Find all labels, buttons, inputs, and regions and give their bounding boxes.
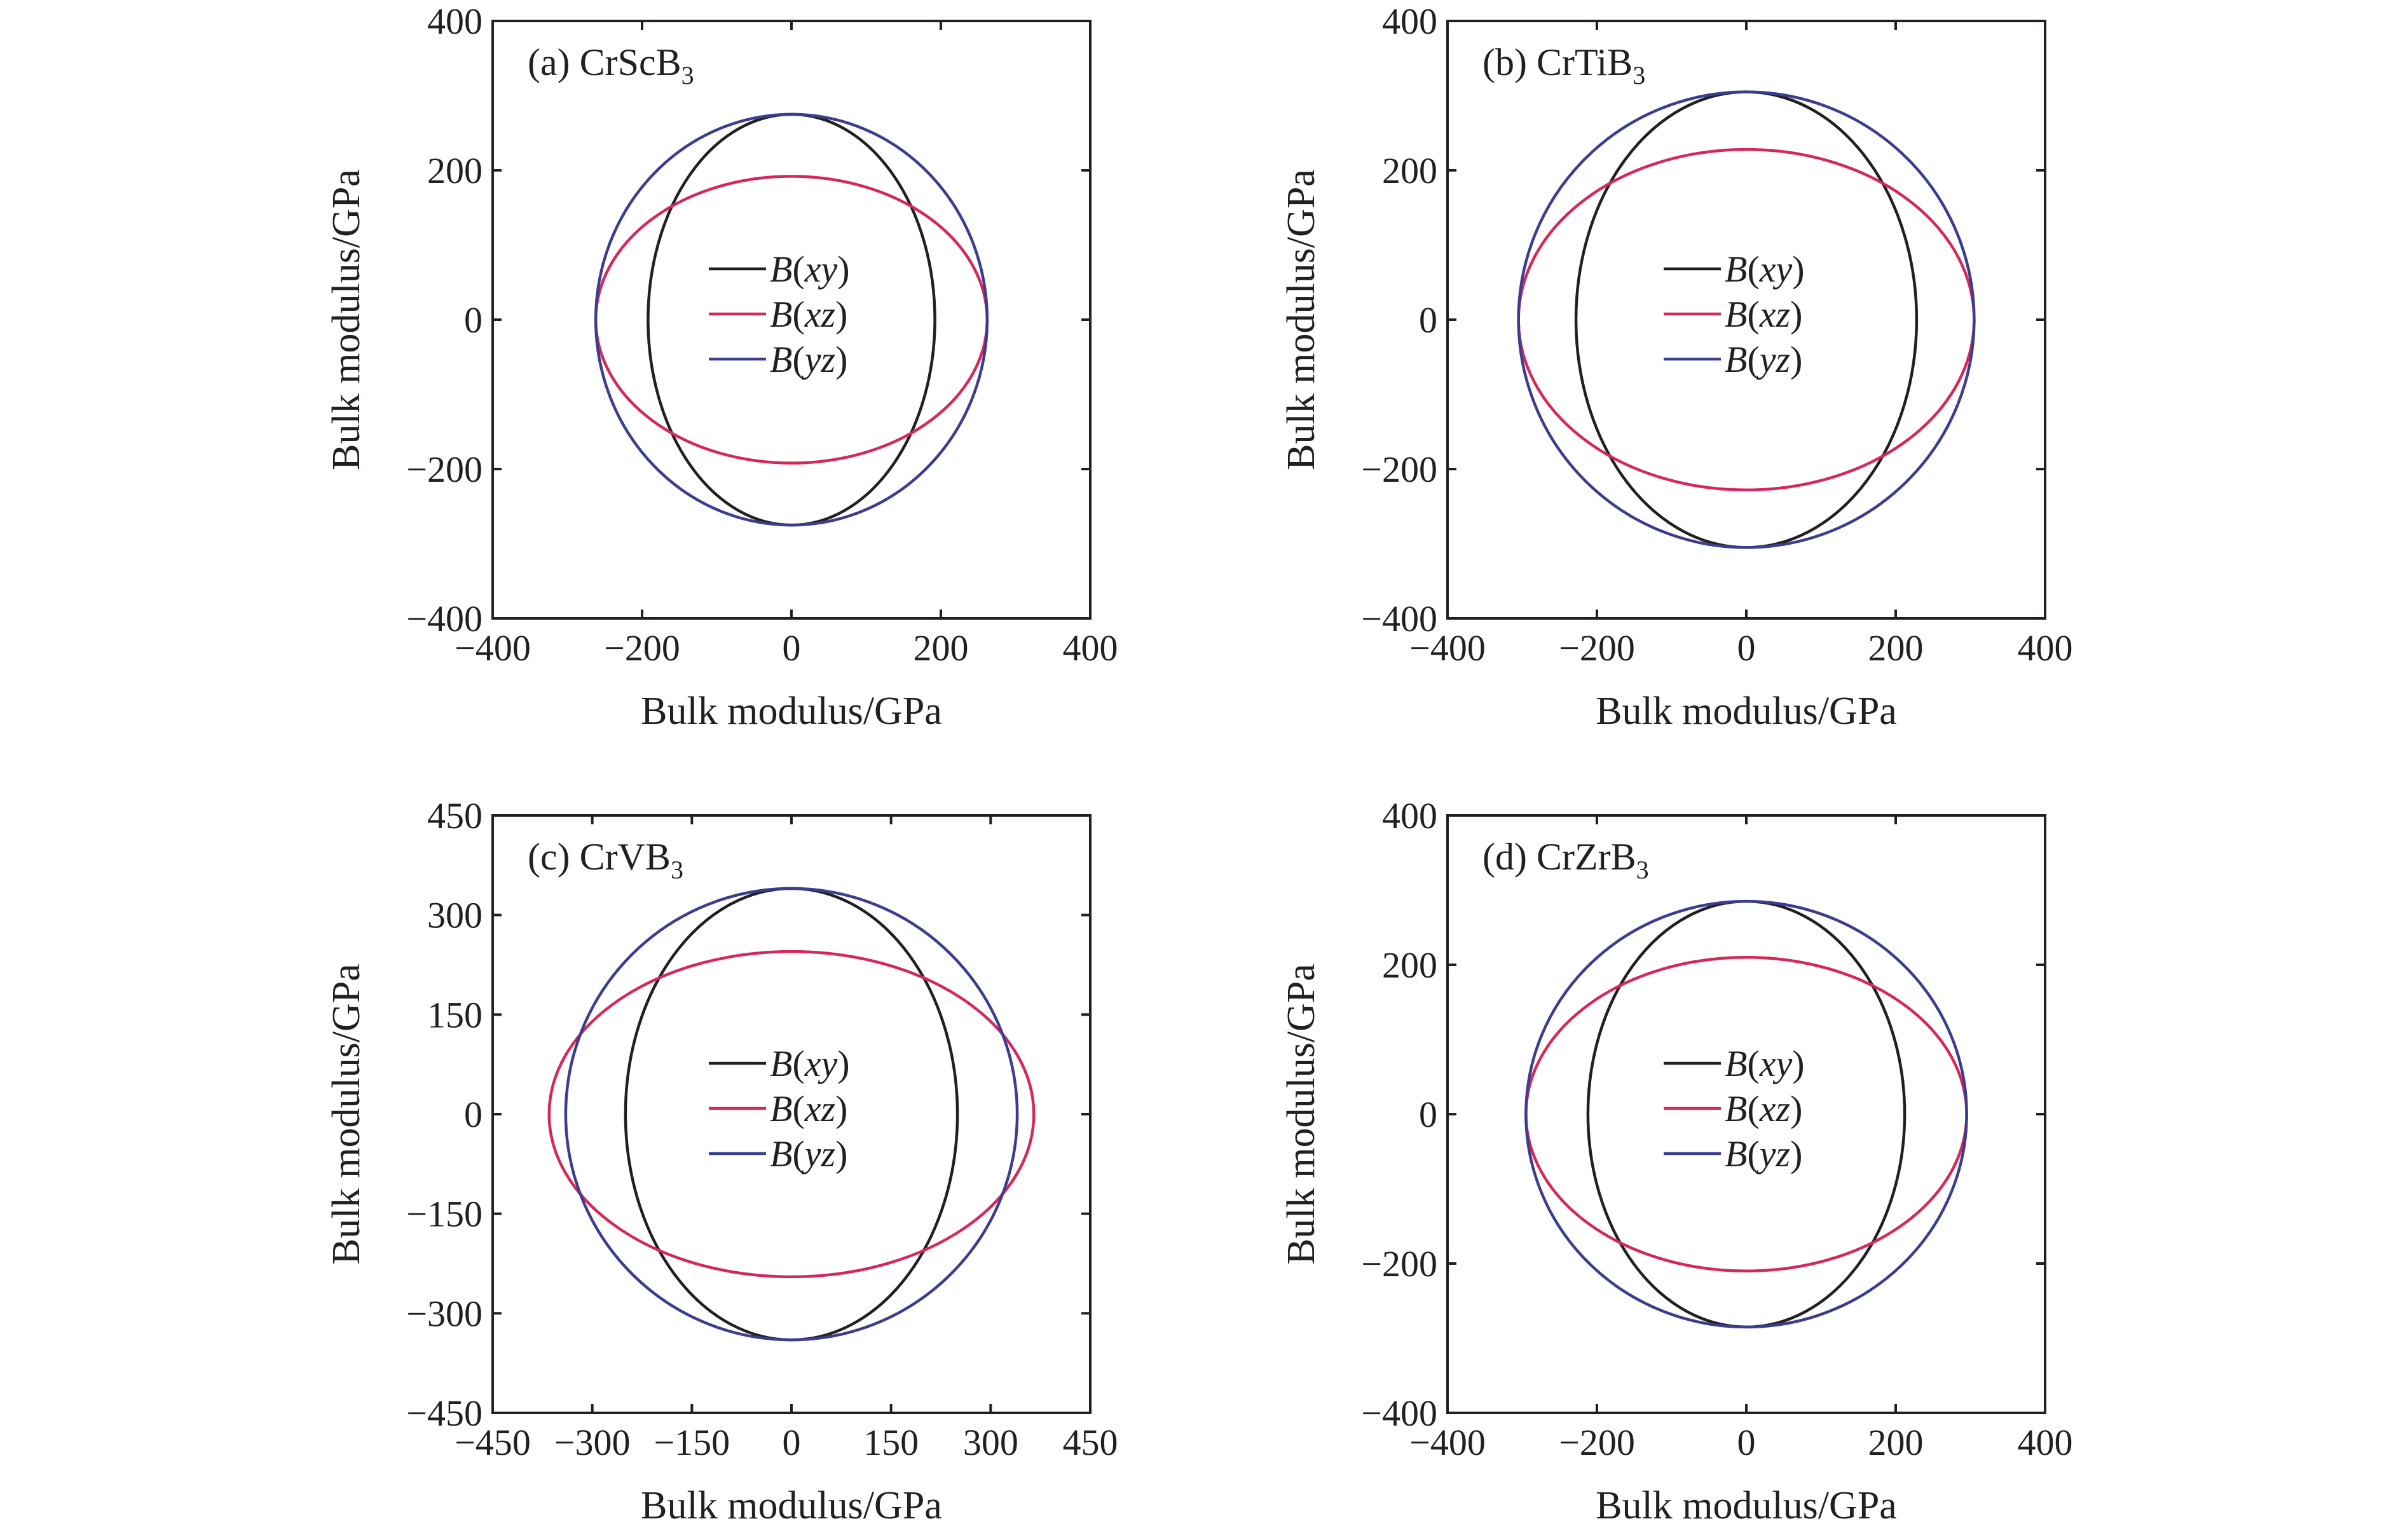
legend-label-yz: B(yz) — [1725, 339, 1802, 380]
series-curve-xz — [547, 950, 1036, 1279]
x-axis-title: Bulk modulus/GPa — [641, 1484, 942, 1527]
panel-title: (d) CrZrB3 — [1482, 836, 1649, 884]
y-tick-label: 400 — [1382, 1, 1437, 42]
legend-label-xy: B(xy) — [770, 249, 850, 290]
y-tick-label: 200 — [1382, 150, 1437, 191]
y-tick-label: 0 — [464, 1094, 483, 1135]
y-tick-label: −150 — [406, 1194, 483, 1235]
x-tick-label: 200 — [1868, 627, 1924, 669]
x-tick-label: 0 — [783, 627, 801, 669]
y-axis-title: Bulk modulus/GPa — [1280, 964, 1323, 1265]
x-tick-label: −400 — [1409, 627, 1486, 669]
legend-label-xz: B(xz) — [1725, 1088, 1802, 1129]
x-tick-label: −200 — [1559, 1422, 1635, 1463]
y-axis-title: Bulk modulus/GPa — [325, 169, 368, 470]
legend-label-yz: B(yz) — [770, 339, 847, 380]
x-tick-label: 400 — [2018, 627, 2073, 669]
legend-label-xz: B(xz) — [770, 1088, 847, 1129]
x-tick-label: 150 — [863, 1422, 919, 1463]
x-tick-label: 400 — [2018, 1422, 2073, 1463]
y-tick-label: 450 — [427, 795, 483, 836]
x-tick-label: −400 — [1409, 1422, 1486, 1463]
legend-label-yz: B(yz) — [1725, 1133, 1802, 1175]
series-curve-yz — [1517, 90, 1976, 549]
y-tick-label: −400 — [1361, 1393, 1437, 1434]
legend-label-yz: B(yz) — [770, 1133, 847, 1175]
x-axis-title: Bulk modulus/GPa — [1596, 1484, 1897, 1527]
y-tick-label: 300 — [427, 895, 483, 936]
chart-panel-4: −400 −200 0 200 400 −400 −200 0 200 400 Bulk modul… — [1280, 795, 2073, 1527]
x-tick-label: −300 — [554, 1422, 631, 1463]
y-tick-label: 150 — [427, 994, 483, 1035]
x-tick-label: 0 — [1737, 627, 1756, 669]
x-tick-label: 200 — [1868, 1422, 1924, 1463]
y-axis-title: Bulk modulus/GPa — [1280, 169, 1323, 470]
panel-title: (c) CrVB3 — [528, 836, 683, 884]
series-curve-yz — [594, 112, 989, 527]
chart-panel-1: −400 −200 0 200 400 −400 −200 0 200 400 Bulk modul… — [325, 1, 1118, 733]
y-tick-label: −200 — [1361, 1243, 1437, 1284]
y-tick-label: −200 — [406, 449, 483, 490]
y-tick-label: −300 — [406, 1293, 483, 1334]
chart-panel-3: −450 −300 −150 0 150 300 450 −450 −300 −150 0 150 30… — [325, 795, 1118, 1527]
y-tick-label: 200 — [1382, 944, 1437, 986]
chart-panel-2: −400 −200 0 200 400 −400 −200 0 200 400 Bulk modul… — [1280, 1, 2073, 733]
y-axis-title: Bulk modulus/GPa — [325, 964, 368, 1265]
y-tick-label: −400 — [1361, 598, 1437, 639]
legend-label-xy: B(xy) — [1725, 249, 1805, 290]
series-curve-yz — [1524, 899, 1968, 1329]
legend-label-xy: B(xy) — [770, 1043, 850, 1084]
x-axis-title: Bulk modulus/GPa — [1596, 690, 1897, 733]
legend-label-xz: B(xz) — [1725, 294, 1802, 335]
y-tick-label: 0 — [1419, 1094, 1437, 1135]
x-tick-label: −200 — [604, 627, 680, 669]
x-tick-label: 0 — [1737, 1422, 1756, 1463]
x-tick-label: −450 — [455, 1422, 531, 1463]
x-tick-label: −200 — [1559, 627, 1635, 669]
legend-label-xy: B(xy) — [1725, 1043, 1805, 1084]
legend-label-xz: B(xz) — [770, 294, 847, 335]
y-tick-label: 0 — [1419, 299, 1437, 341]
x-tick-label: 200 — [914, 627, 969, 669]
x-tick-label: −400 — [455, 627, 531, 669]
x-tick-label: 450 — [1063, 1422, 1118, 1463]
y-tick-label: 0 — [464, 299, 483, 341]
panel-title: (a) CrScB3 — [528, 41, 694, 90]
x-tick-label: 300 — [963, 1422, 1018, 1463]
y-tick-label: 200 — [427, 150, 483, 191]
x-tick-label: 400 — [1063, 627, 1118, 669]
x-tick-label: 0 — [783, 1422, 801, 1463]
y-tick-label: −200 — [1361, 449, 1437, 490]
series-curve-yz — [564, 887, 1019, 1342]
y-tick-label: −400 — [406, 598, 483, 639]
y-tick-label: 400 — [1382, 795, 1437, 836]
x-tick-label: −150 — [654, 1422, 730, 1463]
x-axis-title: Bulk modulus/GPa — [641, 690, 942, 733]
panel-title: (b) CrTiB3 — [1482, 41, 1645, 90]
y-tick-label: 400 — [427, 1, 483, 42]
y-tick-label: −450 — [406, 1393, 483, 1434]
